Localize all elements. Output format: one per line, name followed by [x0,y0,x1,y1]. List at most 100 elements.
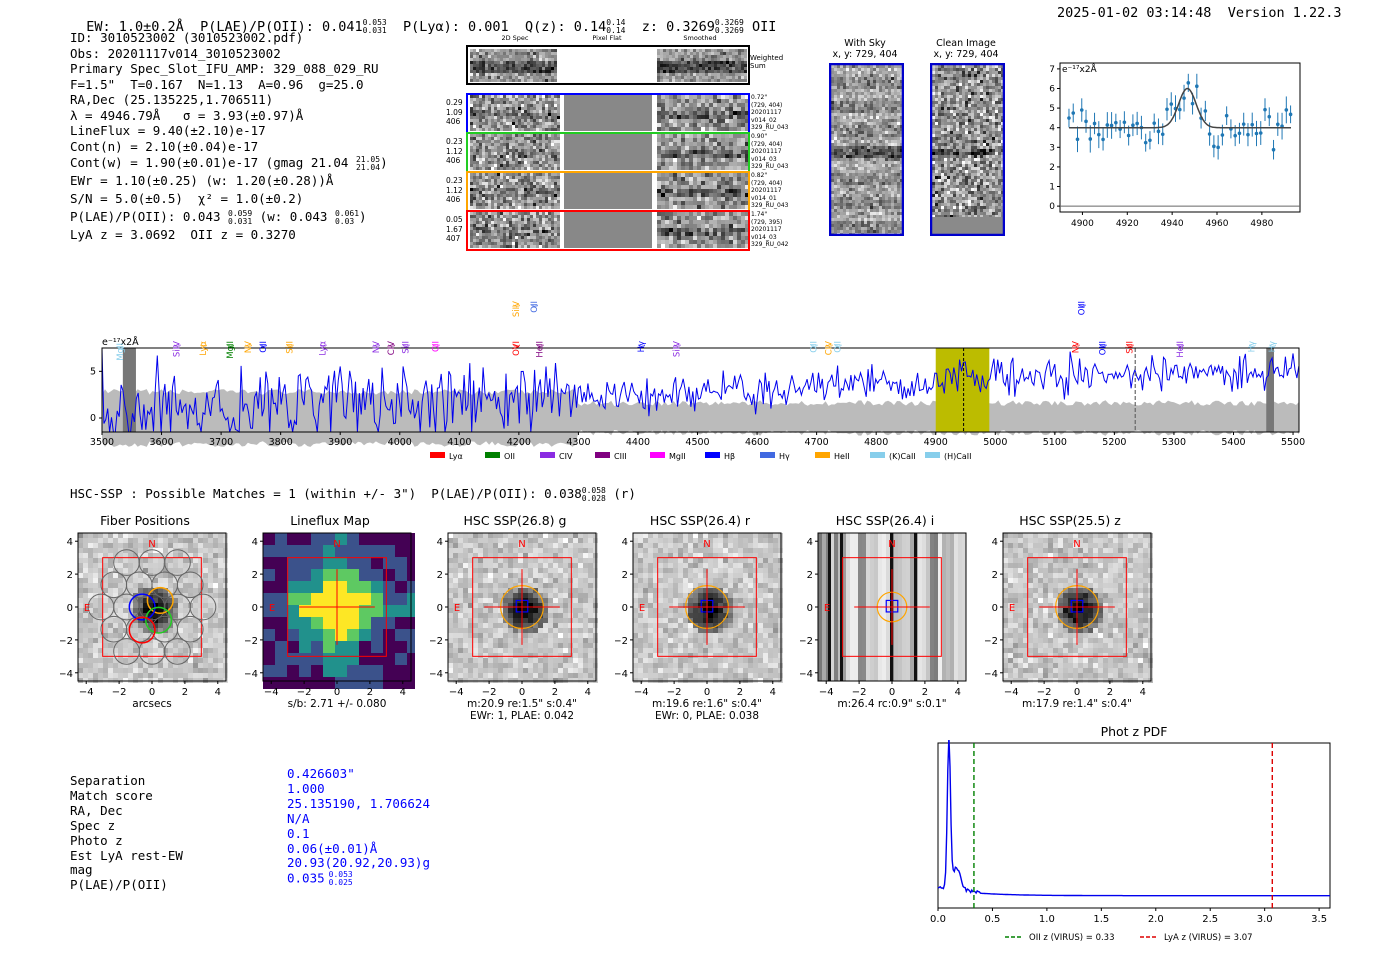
pixel [741,244,745,248]
pixel [672,73,675,76]
pixel [705,79,708,82]
pixel [741,220,745,224]
pixel [677,224,681,228]
pixel [515,242,518,245]
pixel [708,52,711,55]
pixel [729,95,733,99]
pixel [986,119,989,122]
pixel [861,89,864,92]
pixel [672,67,675,70]
pixel [524,212,527,215]
pixel [554,113,557,116]
pixel [959,83,962,86]
pixel [986,131,989,134]
plae-w-label: (w: 0.043 [259,209,328,224]
pixel [488,70,491,73]
pixel [485,152,488,155]
pixel [894,122,897,125]
pixel [503,55,506,58]
pixel [876,98,879,101]
pixel [885,152,888,155]
pixel [497,155,500,158]
pixel [965,65,968,68]
pixel [867,143,870,146]
pixel [721,166,725,170]
pixel [545,61,548,64]
pixel [846,104,849,107]
pixel [843,77,846,80]
pixel [941,77,944,80]
pixel [500,149,503,152]
pixel [665,185,669,189]
pixel [701,173,705,177]
pixel [491,107,494,110]
pixel [506,161,509,164]
pixel [879,83,882,86]
pixel [476,215,479,218]
pixel [717,173,721,177]
pixel [843,80,846,83]
pixel [491,194,494,197]
pixel [693,232,697,236]
pixel [1001,113,1004,116]
pixel [840,212,843,215]
pixel [977,77,980,80]
pixel [500,194,503,197]
pixel [888,134,891,137]
pixel [524,95,527,98]
pixel [482,158,485,161]
pixel [527,134,530,137]
pixel [536,149,539,152]
pixel [545,152,548,155]
pixel [855,167,858,170]
pixel [491,79,494,82]
pixel [873,80,876,83]
pixel [482,76,485,79]
pixel [536,98,539,101]
pixel [673,158,677,162]
pixel [867,218,870,221]
pixel [515,149,518,152]
pixel [971,101,974,104]
pixel [837,143,840,146]
pixel [681,49,684,52]
pixel [840,116,843,119]
pixel [849,224,852,227]
pixel [685,181,689,185]
pixel [521,146,524,149]
pixel [542,239,545,242]
pixel [744,58,747,61]
pixel [941,95,944,98]
pixel [673,134,677,138]
pixel [675,73,678,76]
pixel [482,239,485,242]
pixel [834,128,837,131]
pixel [725,173,729,177]
pixel [557,164,560,167]
pixel [729,224,733,228]
pixel [741,79,744,82]
pixel [717,232,721,236]
pixel [482,67,485,70]
pixel [506,55,509,58]
pixel [900,176,903,179]
pixel [900,194,903,197]
pixel [681,158,685,162]
pixel [488,155,491,158]
pixel [717,103,721,107]
pixel [677,185,681,189]
pixel [745,146,749,150]
pixel [932,113,935,116]
pixel [506,49,509,52]
pixel [515,119,518,122]
pixel [873,95,876,98]
pixel [882,215,885,218]
pixel [837,161,840,164]
pixel [864,131,867,134]
pixel [729,138,733,142]
pixel [900,212,903,215]
pixel [725,146,729,150]
pixel [482,49,485,52]
pixel [518,140,521,143]
pixel [485,64,488,67]
